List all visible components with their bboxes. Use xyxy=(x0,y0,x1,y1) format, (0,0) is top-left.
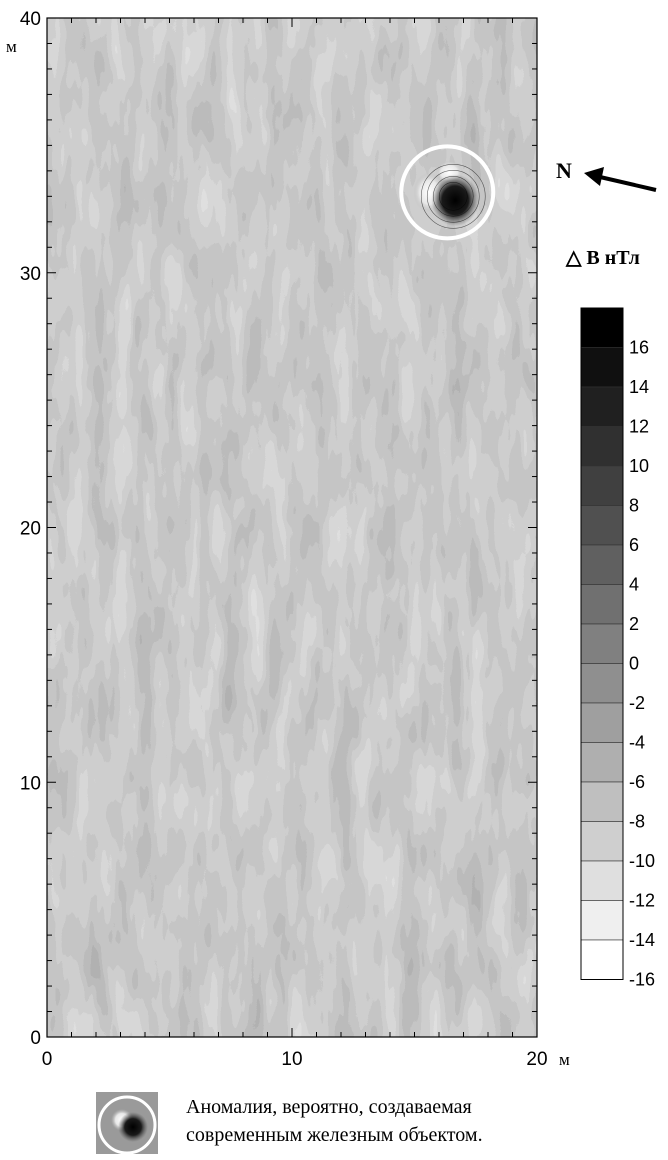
legend-level-label: -6 xyxy=(629,772,645,792)
x-tick-label: 20 xyxy=(526,1049,547,1070)
anomaly-contour xyxy=(426,170,480,223)
axes: 0 10 20 30 40 0 10 20 м м xyxy=(6,9,570,1070)
legend-level-label: -4 xyxy=(629,733,645,753)
legend-swatch xyxy=(580,742,624,783)
north-arrow-shaft xyxy=(599,175,657,192)
x-tick-label: 10 xyxy=(281,1049,302,1070)
y-tick-label: 10 xyxy=(20,773,41,794)
legend-level-label: -12 xyxy=(629,891,655,911)
legend-level-label: 2 xyxy=(629,614,639,634)
y-unit-label: м xyxy=(6,37,17,56)
anomaly-circle xyxy=(399,144,496,241)
legend-level-label: 12 xyxy=(629,417,649,437)
legend-level-label: -10 xyxy=(629,851,655,871)
legend-swatch xyxy=(580,307,624,348)
anomaly-caption: Аномалия, вероятно, создаваемая современ… xyxy=(186,1093,656,1149)
color-legend: 16 14 12 10 8 6 4 2 0 -2 -4 -6 -8 -10 -12 -14 -16 xyxy=(580,307,655,990)
legend-title: △ B нТл xyxy=(565,247,640,269)
caption-line-1: Аномалия, вероятно, создаваемая xyxy=(186,1096,472,1118)
legend-level-label: -16 xyxy=(629,970,655,990)
anomaly-dark-lobe xyxy=(431,174,480,227)
map-field xyxy=(47,18,537,1037)
legend-swatch xyxy=(580,900,624,941)
y-tick-label: 30 xyxy=(20,264,41,285)
legend-swatch xyxy=(580,702,624,743)
anomaly-contour xyxy=(420,164,486,229)
legend-swatch xyxy=(580,544,624,585)
y-tick-label: 40 xyxy=(20,9,41,30)
x-tick-label: 0 xyxy=(42,1049,53,1070)
legend-level-label: -14 xyxy=(629,930,655,950)
legend-swatch xyxy=(580,663,624,704)
north-label: N xyxy=(556,158,572,183)
x-unit-label: м xyxy=(559,1050,570,1069)
legend-level-label: 14 xyxy=(629,377,649,397)
legend-swatch xyxy=(580,465,624,506)
anomaly-contour xyxy=(438,182,468,211)
legend-swatch xyxy=(580,386,624,427)
legend-level-label: 4 xyxy=(629,575,639,595)
legend-swatch xyxy=(580,623,624,664)
legend-swatch xyxy=(580,860,624,901)
y-tick-label: 20 xyxy=(20,519,41,540)
caption-line-2: современным железным объектом. xyxy=(186,1124,483,1146)
legend-level-label: 16 xyxy=(629,338,649,358)
legend-swatch xyxy=(580,347,624,388)
legend-level-label: -8 xyxy=(629,812,645,832)
legend-level-label: 10 xyxy=(629,456,649,476)
anomaly-sample-icon xyxy=(96,1092,158,1155)
legend-frame xyxy=(580,307,624,980)
legend-level-label: 6 xyxy=(629,535,639,555)
legend-level-label: 0 xyxy=(629,654,639,674)
legend-swatch xyxy=(580,505,624,546)
legend-swatch xyxy=(580,939,624,980)
north-arrow-head-icon xyxy=(584,167,604,186)
legend-swatch xyxy=(580,584,624,625)
legend-level-label: -2 xyxy=(629,693,645,713)
legend-swatch xyxy=(580,426,624,467)
north-arrow: N xyxy=(556,158,657,192)
legend-swatch xyxy=(580,821,624,862)
y-tick-label: 0 xyxy=(30,1028,41,1049)
legend-swatch xyxy=(580,781,624,822)
map-plot-area xyxy=(47,18,537,1037)
legend-level-label: 8 xyxy=(629,496,639,516)
anomaly-contour xyxy=(432,176,474,217)
